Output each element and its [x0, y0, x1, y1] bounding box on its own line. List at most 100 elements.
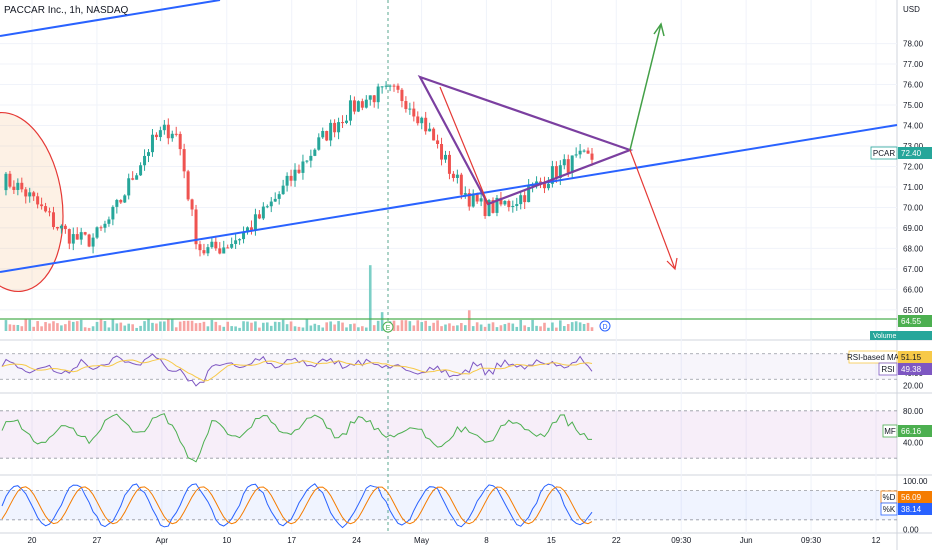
- candle-body: [87, 234, 91, 247]
- stoch-k-tag-label: %K: [883, 505, 896, 514]
- candle-body: [491, 200, 495, 213]
- volume-bar: [341, 322, 344, 331]
- mf-pane: [0, 395, 897, 474]
- candle: [570, 155, 574, 180]
- volume-bar: [586, 322, 590, 331]
- time-axis-label: 15: [547, 536, 556, 545]
- candle-body: [127, 178, 131, 196]
- candle: [79, 227, 83, 245]
- volume-bar: [135, 327, 138, 331]
- time-axis-label: 09:30: [801, 536, 822, 545]
- volume-bar: [416, 320, 420, 331]
- dividend-marker[interactable]: D: [599, 320, 611, 332]
- volume-bar: [170, 319, 174, 331]
- time-axis-label: May: [414, 536, 429, 545]
- candle: [297, 164, 301, 175]
- candle-body: [67, 229, 71, 244]
- volume-bar: [79, 319, 83, 331]
- time-axis-label: 09:30: [671, 536, 692, 545]
- candle: [519, 190, 523, 210]
- price-axis-label: 77.00: [903, 60, 924, 69]
- candle-body: [194, 209, 198, 245]
- price-tag-label-box: [870, 146, 898, 160]
- volume-bar: [75, 321, 79, 331]
- volume-bar: [155, 323, 158, 331]
- volume-bar: [317, 325, 321, 331]
- candle-body: [226, 247, 230, 249]
- candle-body: [578, 150, 582, 155]
- volume-bar: [515, 326, 519, 331]
- candle: [436, 134, 440, 149]
- stoch-d-tag-label: %D: [883, 493, 896, 502]
- volume-bar: [285, 324, 289, 331]
- candle-body: [40, 204, 44, 207]
- volume-bar: [186, 320, 190, 331]
- time-axis-label: 17: [287, 536, 296, 545]
- volume-bar: [499, 325, 503, 331]
- volume-bar: [555, 327, 558, 331]
- candle-body: [503, 201, 507, 205]
- volume-tag-label: Volume: [873, 333, 896, 340]
- earnings-marker[interactable]: E: [382, 321, 394, 333]
- candle: [119, 199, 123, 204]
- candle-body: [242, 232, 246, 240]
- candle: [277, 191, 281, 205]
- volume-bar: [269, 325, 273, 331]
- candle-body: [428, 128, 432, 132]
- candle-body: [376, 86, 380, 103]
- candle: [95, 226, 99, 240]
- candle: [75, 227, 79, 240]
- volume-bar: [570, 322, 574, 331]
- candle: [360, 98, 364, 111]
- candle-body: [360, 101, 364, 108]
- breakout-arrow-head: [653, 22, 665, 37]
- volume-bar: [71, 321, 75, 331]
- volume-bar: [333, 324, 336, 331]
- rsi-tag: RSI 49.38: [878, 362, 932, 376]
- candle-body: [20, 182, 24, 190]
- candle-body: [305, 160, 309, 162]
- candle: [289, 169, 293, 187]
- candle-body: [364, 99, 368, 108]
- candle: [162, 119, 166, 135]
- candle-body: [523, 195, 527, 203]
- volume-bar: [535, 325, 538, 331]
- volume-bar: [198, 322, 202, 331]
- candle-body: [234, 240, 238, 244]
- candle: [380, 86, 384, 94]
- candle-body: [182, 149, 186, 172]
- candle: [147, 148, 151, 163]
- candle-body: [511, 205, 515, 208]
- candle: [495, 195, 499, 217]
- volume-bar: [222, 326, 226, 331]
- candle: [325, 130, 329, 142]
- price-tag-label: PCAR: [873, 149, 895, 158]
- candle-body: [154, 134, 158, 138]
- candle: [48, 207, 52, 217]
- candle: [507, 199, 511, 212]
- candle-body: [574, 154, 578, 156]
- volume-bar: [246, 321, 249, 331]
- candle-body: [471, 193, 475, 207]
- candle: [392, 83, 396, 92]
- volume-bar: [325, 322, 328, 331]
- candle: [115, 198, 119, 214]
- price-axis-label: 68.00: [903, 244, 924, 253]
- volume-bar: [147, 319, 150, 331]
- candle: [285, 172, 289, 192]
- volume-bar: [242, 321, 245, 331]
- price-axis-label: 65.00: [903, 306, 924, 315]
- candle-body: [158, 130, 162, 138]
- candle-body: [51, 212, 55, 227]
- time-axis-label: Apr: [156, 536, 169, 545]
- candle: [135, 173, 139, 180]
- price-axis-label: 72.00: [903, 162, 924, 171]
- candle-body: [63, 225, 67, 230]
- time-axis-label: 22: [612, 536, 621, 545]
- candle-body: [483, 198, 487, 217]
- candle-body: [273, 198, 277, 202]
- volume-bar: [56, 323, 59, 331]
- candle-body: [170, 133, 174, 139]
- volume-bar: [313, 323, 317, 331]
